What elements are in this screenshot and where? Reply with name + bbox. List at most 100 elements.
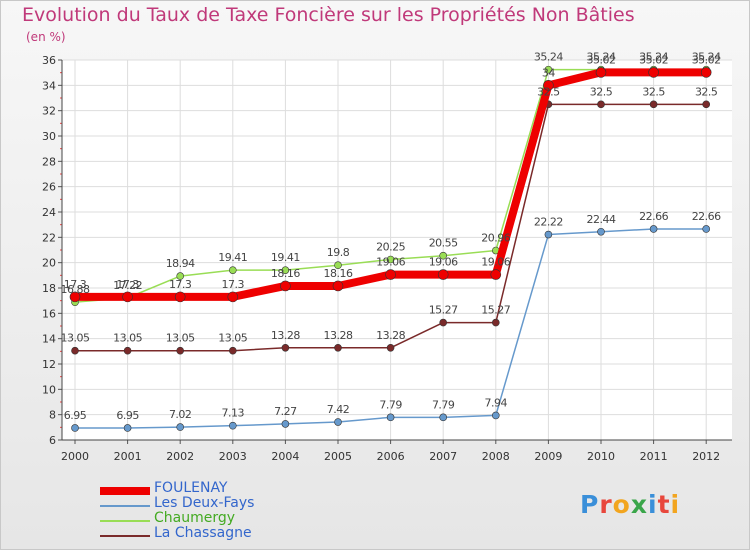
data-label: 35.02 [587,53,616,66]
y-tick-label: 34 [42,79,56,92]
data-label: 19.06 [429,256,458,269]
y-tick-label: 26 [42,181,56,194]
legend-swatch [100,505,150,507]
data-point [544,65,553,74]
data-label: 20.25 [376,241,405,254]
data-point [176,346,184,355]
y-tick-label: 8 [49,409,56,422]
data-point [122,291,133,303]
data-point [174,291,186,303]
data-label: 22.66 [639,210,668,223]
data-label: 13.28 [376,329,405,342]
data-point [229,421,237,430]
data-point [229,266,237,274]
data-point [71,424,79,432]
data-point [543,80,554,91]
x-tick-label: 2007 [429,450,457,463]
data-point [123,424,132,432]
data-label: 17.3 [222,278,245,291]
data-label: 7.13 [222,407,245,420]
legend-label: Chaumergy [154,510,236,526]
data-point [491,411,500,420]
data-label: 13.28 [271,329,300,342]
chart-title: Evolution du Taux de Taxe Foncière sur l… [22,4,635,26]
x-tick-label: 2004 [271,450,299,463]
data-point [334,418,342,426]
data-point [229,346,237,355]
data-label: 15.27 [481,304,510,317]
data-label: 32.5 [590,85,613,98]
y-tick-label: 14 [42,333,56,346]
data-label: 17.22 [113,279,142,292]
legend-label: FOULENAY [154,480,228,496]
data-point [386,343,395,352]
y-tick-label: 16 [42,307,56,320]
data-point [386,255,395,264]
data-point [700,67,712,78]
data-label: 32.5 [695,85,718,98]
data-label: 18.94 [166,257,195,270]
data-label: 6.95 [116,409,139,422]
line-chart: 6 8 10 12 14 16 18 20 22 24 26 28 30 32 34 36 2000 2001 20… [42,51,732,463]
data-label: 20.55 [429,237,458,250]
data-point [439,251,448,260]
data-label: 22.66 [692,210,721,223]
data-label: 7.79 [432,398,455,411]
data-point [123,346,132,355]
x-tick-label: 2000 [61,450,89,463]
data-label: 35.24 [692,51,721,64]
data-point [702,100,711,109]
data-label: 13.05 [61,332,90,345]
y-tick-label: 24 [42,206,56,219]
data-label: 19.06 [376,256,405,269]
data-label: 35.24 [639,51,668,64]
x-tick-label: 2006 [377,450,405,463]
data-label: 7.79 [379,398,402,411]
data-label: 22.44 [587,213,616,226]
data-point [595,67,607,78]
data-point [437,269,449,280]
data-point [280,280,291,292]
plot-area [62,60,732,440]
data-label: 13.05 [218,332,247,345]
data-label: 17.3 [64,278,87,291]
data-point [227,291,239,303]
data-point [385,269,396,280]
x-tick-label: 2009 [534,450,562,463]
data-point [281,343,290,352]
data-label: 7.27 [274,405,297,418]
x-tick-label: 2012 [692,450,720,463]
data-point [334,261,342,270]
data-point [334,343,342,352]
data-label: 13.28 [324,329,353,342]
data-label: 7.94 [485,396,508,409]
data-label: 18.16 [324,267,353,280]
data-label: 19.8 [327,246,350,259]
data-label: 32.5 [642,85,665,98]
data-label: 22.22 [534,216,563,229]
data-label: 34 [542,66,555,79]
x-tick-label: 2010 [587,450,615,463]
data-point [490,269,502,280]
data-point [281,420,290,428]
y-tick-label: 10 [42,383,56,396]
x-tick-label: 2008 [482,450,510,463]
data-label: 16.88 [61,283,90,296]
data-label: 17.3 [169,278,192,291]
data-point [176,272,184,280]
x-tick-label: 2005 [324,450,352,463]
y-tick-label: 28 [42,155,56,168]
data-label: 19.41 [218,251,247,264]
y-tick-label: 32 [42,105,56,118]
legend-label: Les Deux-Fays [154,495,255,511]
data-point [439,413,448,422]
legend-swatch [100,487,150,495]
data-label: 6.95 [64,409,87,422]
data-point [597,227,605,236]
y-tick-label: 6 [49,434,56,447]
x-tick-label: 2001 [114,450,142,463]
data-label: 35.24 [534,51,563,64]
data-label: 19.06 [481,256,510,269]
data-label: 35.02 [639,53,668,66]
data-label: 35.24 [587,51,616,64]
